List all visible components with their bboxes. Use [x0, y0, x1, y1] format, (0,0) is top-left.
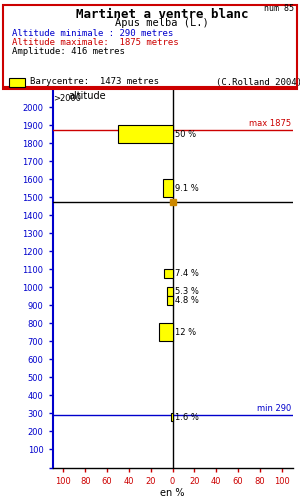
- Text: altitude: altitude: [69, 91, 106, 101]
- Bar: [167, 296, 172, 306]
- X-axis label: en %: en %: [160, 488, 185, 498]
- Bar: [163, 179, 172, 197]
- Text: Martinet a ventre blanc: Martinet a ventre blanc: [76, 8, 248, 20]
- Text: Altitude maximale:  1875 metres: Altitude maximale: 1875 metres: [12, 38, 178, 47]
- Text: 1.6 %: 1.6 %: [175, 412, 199, 422]
- Bar: [164, 269, 172, 278]
- Text: Barycentre:  1473 metres: Barycentre: 1473 metres: [30, 78, 159, 86]
- Text: num 85: num 85: [264, 4, 294, 13]
- Text: Amplitude: 416 metres: Amplitude: 416 metres: [12, 48, 125, 56]
- Text: 9.1 %: 9.1 %: [175, 184, 198, 192]
- Text: (C.Rolland 2004): (C.Rolland 2004): [216, 78, 300, 86]
- Bar: [159, 324, 172, 342]
- Bar: [118, 125, 172, 143]
- Bar: [171, 414, 172, 420]
- Text: Apus melba (L.): Apus melba (L.): [115, 18, 209, 28]
- Text: 5.3 %: 5.3 %: [175, 288, 199, 296]
- Text: min 290: min 290: [257, 404, 291, 413]
- Text: 7.4 %: 7.4 %: [175, 269, 199, 278]
- Text: 4.8 %: 4.8 %: [175, 296, 199, 306]
- Bar: [167, 288, 172, 296]
- Text: max 1875: max 1875: [249, 119, 291, 128]
- Text: >2000: >2000: [54, 94, 82, 102]
- Text: 12 %: 12 %: [175, 328, 196, 337]
- Text: Altitude minimale : 290 metres: Altitude minimale : 290 metres: [12, 28, 173, 38]
- Text: 50 %: 50 %: [175, 130, 196, 138]
